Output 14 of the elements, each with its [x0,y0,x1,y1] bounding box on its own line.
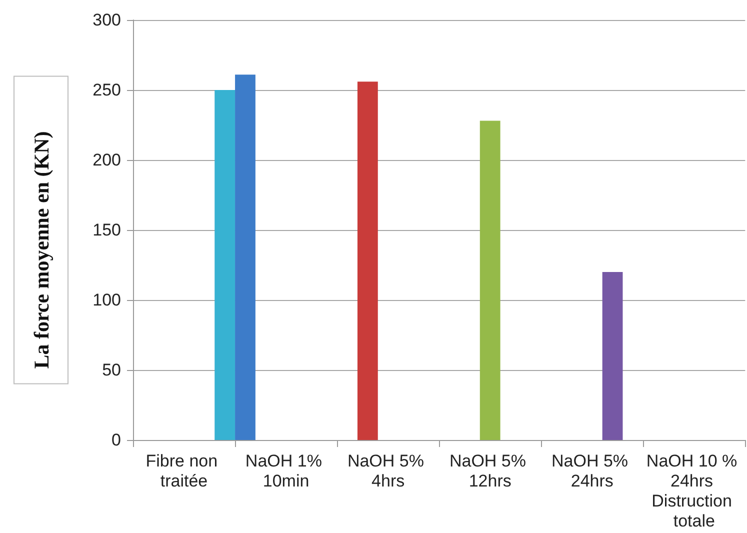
x-tick-label: NaOH 5% 12hrs [449,452,531,490]
y-tick-label: 50 [102,360,121,380]
y-axis-title: La force moyenne en (KN) [30,131,54,369]
x-tick-label: Fibre non traitée [146,452,222,490]
y-tick-label: 300 [92,10,121,30]
y-tick-label: 150 [92,220,121,240]
y-tick-label: 100 [92,290,121,310]
x-tick-label: NaOH 5% 24hrs [552,452,633,490]
x-tick-label: NaOH 1% 10min [245,452,327,490]
x-tick-label: NaOH 10 % 24hrs Distruction totale [646,452,742,530]
y-tick-label: 0 [112,430,121,450]
y-tick-label: 250 [92,80,121,100]
x-tick-label: NaOH 5% 4hrs [347,452,429,490]
y-tick-label: 200 [92,150,121,170]
